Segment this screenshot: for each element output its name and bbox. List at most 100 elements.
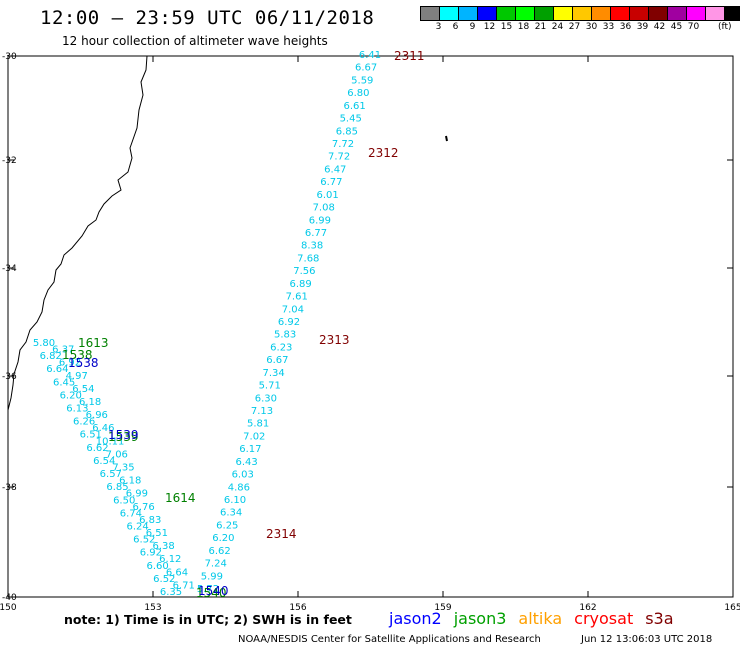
colorbar-unit: (ft) — [718, 22, 732, 32]
swh-value: 6.64 — [46, 364, 68, 375]
generation-timestamp: Jun 12 13:06:03 UTC 2018 — [581, 634, 713, 645]
lat-label: -32 — [2, 156, 17, 166]
colorbar-label: 6 — [452, 22, 459, 32]
colorbar-label: 36 — [619, 22, 632, 32]
swh-value: 5.80 — [33, 338, 55, 349]
colorbar-label: 27 — [568, 22, 581, 32]
swh-value: 7.08 — [313, 203, 335, 214]
coastline — [7, 55, 148, 411]
swh-value: 7.56 — [293, 266, 315, 277]
colorbar-swatch — [724, 6, 740, 21]
swh-value: 6.85 — [106, 482, 128, 493]
swh-value: 6.62 — [86, 443, 108, 454]
pass-time-label: 1540 — [196, 586, 227, 600]
swh-value: 6.85 — [336, 126, 358, 137]
lon-label: 165 — [724, 603, 740, 613]
lon-label: 156 — [289, 603, 306, 613]
colorbar-label: 9 — [469, 22, 476, 32]
lat-label: -34 — [2, 264, 17, 274]
colorbar-label: 70 — [687, 22, 700, 32]
swh-value: 6.71 — [173, 580, 195, 591]
swh-value: 6.34 — [220, 508, 242, 519]
swh-value: 6.57 — [100, 469, 122, 480]
swh-value: 5.71 — [259, 381, 281, 392]
swh-value: 7.35 — [112, 463, 134, 474]
colorbar-label: 24 — [551, 22, 564, 32]
colorbar-label: 18 — [517, 22, 530, 32]
swh-value: 6.35 — [160, 587, 182, 598]
swh-value: 7.34 — [262, 368, 284, 379]
swh-value: 6.99 — [126, 489, 148, 500]
colorbar-label: 12 — [483, 22, 496, 32]
swh-value: 6.80 — [347, 88, 369, 99]
lon-label: 150 — [0, 603, 17, 613]
lat-label: -40 — [2, 593, 17, 603]
pass-time-label: 1538 — [62, 348, 93, 362]
colorbar-label: 3 — [435, 22, 442, 32]
swh-value: 6.23 — [270, 342, 292, 353]
colorbar-label: 15 — [500, 22, 513, 32]
colorbar-label: 21 — [534, 22, 547, 32]
swh-value: 5.59 — [351, 75, 373, 86]
swh-value: 6.96 — [86, 410, 108, 421]
swh-value: 6.38 — [152, 541, 174, 552]
swh-value: 6.37 — [52, 345, 74, 356]
swh-value: 6.76 — [132, 502, 154, 513]
swh-value: 6.18 — [119, 476, 141, 487]
swh-value: 6.92 — [278, 317, 300, 328]
swh-value: 4.86 — [228, 482, 250, 493]
swh-value: 6.52 — [153, 574, 175, 585]
swh-value: 7.06 — [106, 449, 128, 460]
swh-value: 6.82 — [40, 351, 62, 362]
swh-value: 6.10 — [224, 495, 246, 506]
swh-value: 6.54 — [72, 384, 94, 395]
swh-value: 6.45 — [53, 377, 75, 388]
map-title: 12:00 – 23:59 UTC 06/11/2018 — [40, 7, 375, 29]
swh-value: 6.51 — [80, 430, 102, 441]
swh-value: 6.20 — [212, 533, 234, 544]
pass-time-label: 1539 — [108, 430, 139, 444]
satellite-legend-item: s3a — [645, 609, 674, 628]
swh-value: 6.13 — [66, 404, 88, 415]
colorbar-label: 45 — [670, 22, 683, 32]
swh-value: 6.61 — [343, 101, 365, 112]
swh-value: 7.72 — [328, 152, 350, 163]
swh-value: 6.43 — [235, 457, 257, 468]
satellite-legend-item: jason3 — [453, 609, 507, 628]
pass-time-label: 2313 — [319, 333, 350, 347]
pass-time-label: 1613 — [78, 336, 109, 350]
swh-value: 6.83 — [139, 515, 161, 526]
swh-value: 6.41 — [359, 50, 381, 61]
swh-value: 7.13 — [251, 406, 273, 417]
swh-value: 7.72 — [332, 139, 354, 150]
lon-label: 153 — [144, 603, 161, 613]
swh-value: 6.12 — [159, 554, 181, 565]
swh-value: 6.89 — [289, 279, 311, 290]
swh-value: 6.25 — [216, 520, 238, 531]
swh-value: 6.24 — [126, 522, 148, 533]
swh-value: 6.20 — [60, 390, 82, 401]
swh-value: 6.51 — [146, 528, 168, 539]
swh-value: 6.03 — [232, 470, 254, 481]
swh-value: 6.30 — [255, 393, 277, 404]
swh-value: 6.17 — [239, 444, 261, 455]
swh-value: 10.11 — [96, 436, 125, 447]
swh-value: 6.26 — [73, 417, 95, 428]
colorbar-label: 42 — [653, 22, 666, 32]
wave-height-colorbar — [420, 6, 740, 21]
swh-value: 5.99 — [201, 571, 223, 582]
pass-time-label: 2312 — [368, 146, 399, 160]
swh-value: 7.24 — [205, 559, 227, 570]
colorbar-label: 30 — [585, 22, 598, 32]
satellite-legend-item: altika — [518, 609, 563, 628]
lon-label: 159 — [434, 603, 451, 613]
swh-value: 6.18 — [79, 397, 101, 408]
swh-value: 5.72 — [197, 584, 219, 595]
swh-value: 7.68 — [297, 253, 319, 264]
swh-value: 6.64 — [166, 567, 188, 578]
swh-value: 6.54 — [93, 456, 115, 467]
colorbar-label: 33 — [602, 22, 615, 32]
pass-time-label: 1539 — [108, 428, 139, 442]
swh-value: 5.45 — [340, 114, 362, 125]
